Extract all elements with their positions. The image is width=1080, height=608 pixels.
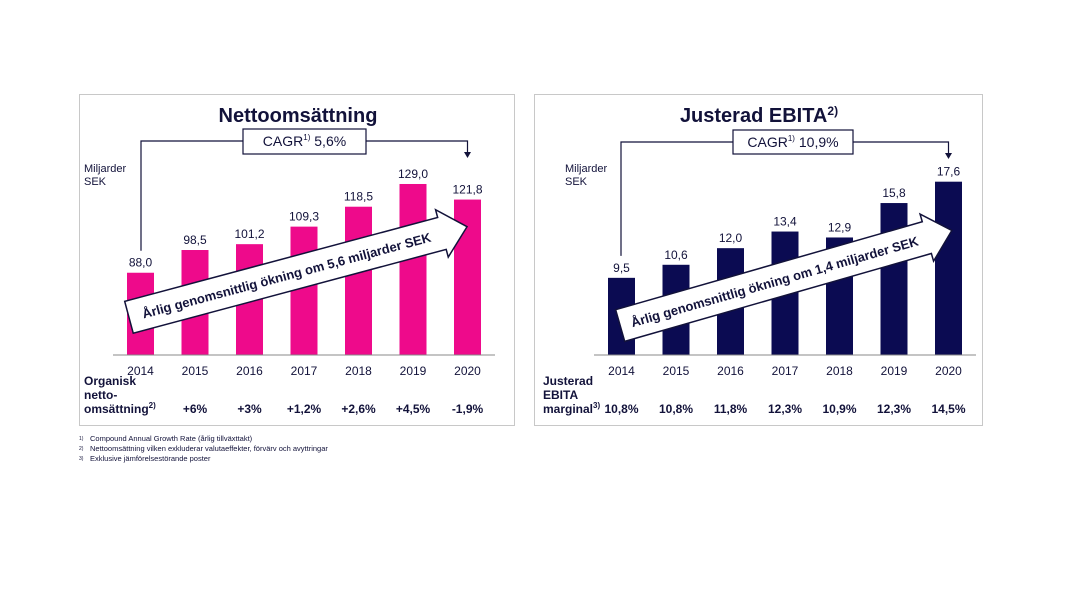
x-tick-label: 2018 bbox=[826, 364, 853, 378]
unit-label: Miljarder bbox=[565, 163, 608, 175]
bar-value-label: 118,5 bbox=[344, 190, 373, 204]
cagr-bracket-right bbox=[366, 140, 469, 153]
x-tick-label: 2016 bbox=[717, 364, 744, 378]
bar-value-label: 13,4 bbox=[773, 215, 797, 229]
row-value: 11,8% bbox=[714, 402, 748, 416]
bar-value-label: 98,5 bbox=[183, 233, 207, 247]
row-value: -1,9% bbox=[452, 402, 484, 416]
row-value: +3% bbox=[237, 402, 262, 416]
cagr-bracket-left bbox=[140, 140, 243, 251]
footnote-text: Compound Annual Growth Rate (årlig tillv… bbox=[90, 434, 253, 443]
row-label: marginal3) bbox=[543, 401, 600, 416]
bar-value-label: 17,6 bbox=[937, 165, 961, 179]
cagr-label: CAGR1) 10,9% bbox=[747, 134, 838, 150]
x-tick-label: 2015 bbox=[182, 364, 209, 378]
row-label: netto- bbox=[84, 388, 117, 402]
unit-label: SEK bbox=[565, 176, 588, 188]
row-value: 10,9% bbox=[822, 402, 856, 416]
cagr-bracket-right bbox=[853, 141, 950, 154]
footnote-mark: 2) bbox=[79, 446, 84, 452]
bar-value-label: 15,8 bbox=[882, 186, 906, 200]
cagr-box bbox=[732, 129, 854, 155]
cagr-footnote-mark: 1) bbox=[788, 134, 795, 143]
net-sales-chart-panel: Nettoomsättning Miljarder SEK CAGR1) 5,6% 88… bbox=[79, 94, 515, 426]
footnote-3: 3) Exklusive jämförelsestörande poster bbox=[79, 454, 479, 464]
cagr-value: 5,6% bbox=[310, 133, 346, 149]
bar-value-label: 88,0 bbox=[129, 256, 153, 270]
row-value: +6% bbox=[183, 402, 208, 416]
x-tick-label: 2017 bbox=[772, 364, 799, 378]
cagr-prefix: CAGR bbox=[747, 134, 787, 150]
cagr-arrowhead-icon bbox=[945, 153, 952, 159]
footnote-text: Exklusive jämförelsestörande poster bbox=[90, 454, 211, 463]
row-value: 12,3% bbox=[768, 402, 802, 416]
row-value: +1,2% bbox=[287, 402, 322, 416]
row-label: EBITA bbox=[543, 388, 578, 402]
bar-value-label: 109,3 bbox=[289, 210, 319, 224]
row-label: omsättning2) bbox=[84, 401, 156, 416]
footnote-2: 2) Nettoomsättning vilken exkluderar valu… bbox=[79, 444, 479, 454]
x-tick-label: 2020 bbox=[935, 364, 962, 378]
growth-arrow-shape bbox=[123, 208, 469, 335]
row-label-footnote-mark: 3) bbox=[593, 401, 600, 410]
cagr-footnote-mark: 1) bbox=[303, 133, 310, 142]
cagr-arrowhead-icon bbox=[464, 152, 471, 158]
growth-arrow-shape bbox=[614, 212, 953, 343]
bar-value-label: 10,6 bbox=[664, 248, 688, 262]
bar-value-label: 12,9 bbox=[828, 220, 852, 234]
row-value: 10,8% bbox=[604, 402, 638, 416]
row-value: 12,3% bbox=[877, 402, 911, 416]
cagr-label: CAGR1) 5,6% bbox=[263, 133, 346, 149]
row-label-footnote-mark: 2) bbox=[149, 401, 156, 410]
footnote-mark: 3) bbox=[79, 456, 84, 462]
unit-label: SEK bbox=[84, 176, 107, 188]
adjusted-ebita-chart-panel: Justerad EBITA2) Miljarder SEK CAGR1) 10,9%… bbox=[534, 94, 983, 426]
x-tick-label: 2019 bbox=[881, 364, 908, 378]
x-tick-label: 2014 bbox=[127, 364, 154, 378]
bar bbox=[345, 206, 372, 355]
x-tick-label: 2016 bbox=[236, 364, 263, 378]
bar-value-label: 129,0 bbox=[398, 167, 428, 181]
cagr-value: 10,9% bbox=[795, 134, 839, 150]
x-tick-label: 2015 bbox=[663, 364, 690, 378]
bar-value-label: 101,2 bbox=[234, 227, 264, 241]
bar-value-label: 9,5 bbox=[613, 261, 630, 275]
bar-value-label: 12,0 bbox=[719, 231, 743, 245]
row-value: 10,8% bbox=[659, 402, 693, 416]
cagr-box bbox=[242, 128, 367, 155]
x-tick-label: 2018 bbox=[345, 364, 372, 378]
row-value: +2,6% bbox=[341, 402, 376, 416]
x-tick-label: 2019 bbox=[400, 364, 427, 378]
x-tick-label: 2017 bbox=[291, 364, 318, 378]
chart-title: Nettoomsättning bbox=[219, 105, 378, 127]
title-footnote-mark: 2) bbox=[827, 104, 838, 118]
row-value: +4,5% bbox=[396, 402, 431, 416]
x-tick-label: 2020 bbox=[454, 364, 481, 378]
bar bbox=[880, 203, 908, 355]
cagr-prefix: CAGR bbox=[263, 133, 303, 149]
cagr-bracket-left bbox=[620, 141, 733, 256]
row-label: Organisk bbox=[84, 374, 136, 388]
bar bbox=[399, 183, 427, 355]
row-value: 14,5% bbox=[931, 402, 965, 416]
x-tick-label: 2014 bbox=[608, 364, 635, 378]
footnotes: 1) Compound Annual Growth Rate (årlig til… bbox=[79, 434, 479, 464]
footnote-mark: 1) bbox=[79, 436, 84, 442]
chart-title: Justerad EBITA2) bbox=[680, 104, 838, 127]
footnote-1: 1) Compound Annual Growth Rate (årlig til… bbox=[79, 434, 479, 444]
bar bbox=[290, 226, 318, 355]
unit-label: Miljarder bbox=[84, 163, 127, 175]
bar bbox=[935, 181, 962, 355]
footnote-text: Nettoomsättning vilken exkluderar valuta… bbox=[90, 444, 328, 453]
bar-value-label: 121,8 bbox=[452, 183, 482, 197]
row-label: Justerad bbox=[543, 374, 593, 388]
